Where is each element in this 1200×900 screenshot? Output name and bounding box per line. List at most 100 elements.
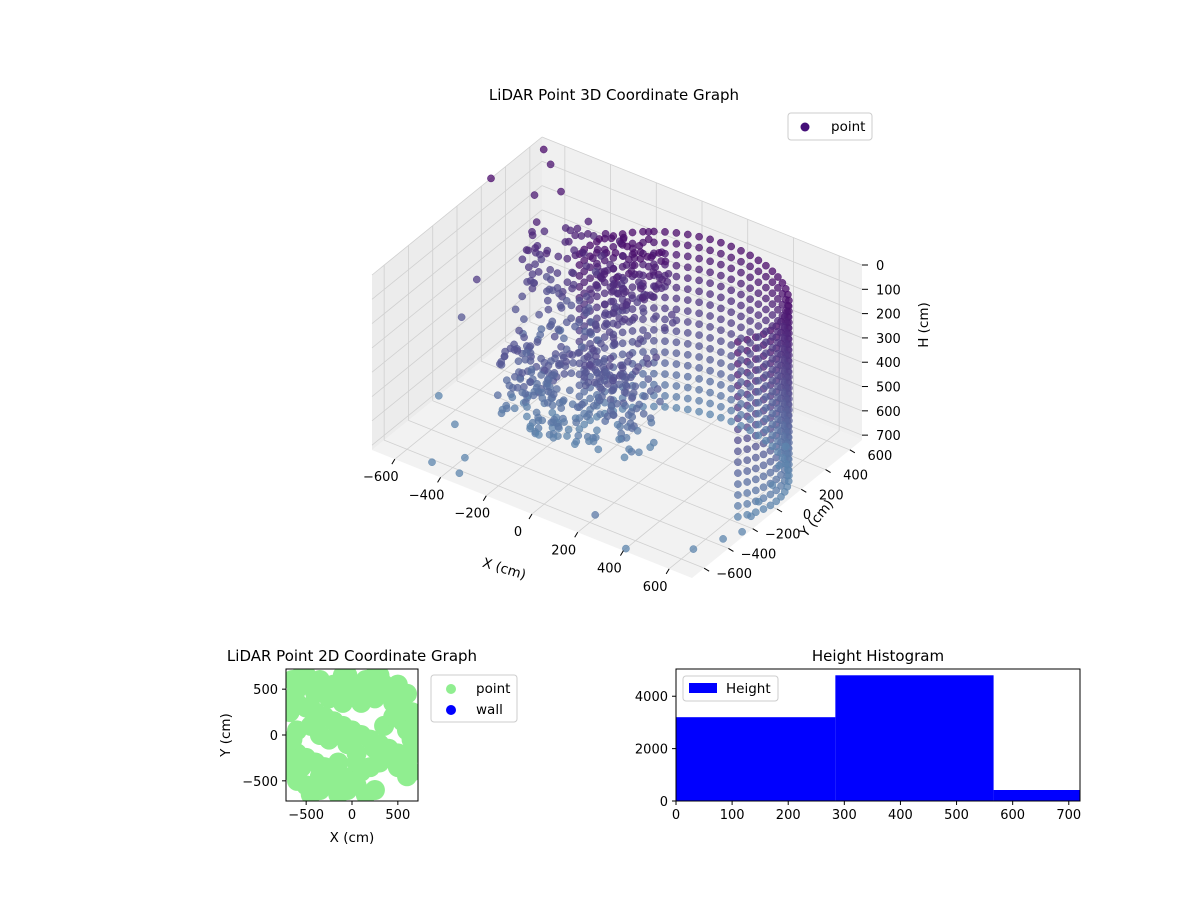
legend-2d-label-wall: wall [476, 702, 503, 718]
point-3d [650, 336, 658, 345]
y-tick-label-2d: 0 [270, 729, 278, 744]
point-3d [683, 263, 692, 272]
point-3d [743, 467, 752, 475]
point-3d [586, 241, 594, 250]
point-3d [774, 305, 782, 314]
point-3d [542, 272, 551, 281]
point-3d [664, 269, 673, 278]
point-3d [762, 415, 770, 423]
point-3d [695, 265, 703, 274]
point-3d [727, 362, 736, 371]
point-3d [754, 311, 763, 319]
point-3d [778, 421, 787, 429]
point-3d [573, 224, 582, 233]
point-3d [778, 377, 787, 386]
z-tick-label-3d: 400 [876, 356, 901, 371]
point-3d [683, 285, 692, 294]
point-3d [737, 312, 745, 321]
point-3d [754, 387, 763, 396]
point-3d [549, 433, 558, 442]
point-3d [754, 300, 763, 309]
x-tick-label-histogram: 500 [944, 808, 969, 823]
point-3d [737, 400, 745, 408]
point-3d [560, 370, 569, 378]
plot-frame-histogram [675, 668, 1081, 802]
grid-line [432, 400, 753, 530]
point-3d [706, 268, 714, 277]
point-3d [609, 309, 618, 318]
point-3d [774, 360, 782, 369]
point-3d [768, 420, 777, 429]
point-3d [434, 391, 443, 400]
point-3d [586, 394, 594, 403]
point-3d [727, 330, 736, 338]
legend-3d: point [787, 112, 873, 141]
point-3d [661, 238, 669, 247]
point-3d [683, 405, 692, 414]
point-3d [568, 268, 576, 277]
x-tick-label-3d: 200 [551, 543, 576, 558]
point-3d [683, 274, 692, 283]
point-3d [778, 333, 787, 342]
point-3d [766, 457, 775, 466]
z-tick-label-3d: 100 [876, 283, 901, 298]
point-3d [624, 357, 632, 366]
point-3d [754, 322, 763, 330]
point-3d [554, 422, 563, 431]
point-3d [738, 527, 746, 536]
point-3d [596, 410, 604, 419]
point-3d [575, 296, 584, 305]
point-3d [683, 350, 692, 359]
point-3d [550, 371, 558, 379]
point-3d [493, 391, 502, 400]
point-3d [717, 293, 725, 302]
point-3d [652, 312, 660, 321]
point-3d [544, 387, 553, 396]
point-3d [683, 340, 692, 348]
point-3d [428, 458, 436, 467]
point-3d [526, 378, 535, 386]
point-3d [734, 458, 742, 467]
point-3d [518, 388, 527, 397]
x-tick-label-histogram: 300 [832, 808, 857, 823]
point-3d [695, 364, 703, 372]
point-3d [655, 249, 663, 257]
point-3d [768, 311, 777, 319]
legend-3d-marker [800, 122, 810, 132]
point-3d [581, 381, 590, 390]
grid-line [541, 160, 863, 290]
x-tick-label-histogram: 200 [776, 808, 801, 823]
point-3d [734, 502, 742, 510]
point-3d [584, 217, 593, 226]
point-3d [766, 501, 775, 510]
point-3d [768, 300, 777, 308]
point-3d [620, 453, 629, 462]
point-3d [628, 228, 637, 237]
point-3d [774, 448, 782, 456]
point-3d [737, 421, 745, 430]
point-3d [531, 260, 539, 269]
point-3d [660, 323, 669, 332]
point-3d [727, 264, 736, 273]
point-3d [639, 315, 647, 324]
point-3d [706, 344, 714, 353]
point-2d [387, 674, 408, 695]
point-3d [622, 261, 631, 269]
point-3d [661, 304, 669, 313]
point-3d [557, 404, 566, 412]
point-3d [719, 535, 727, 543]
point-3d [746, 295, 754, 304]
point-3d [562, 345, 571, 354]
point-3d [672, 371, 681, 379]
point-3d [774, 393, 782, 402]
point-3d [619, 252, 627, 261]
point-3d [510, 404, 519, 413]
point-3d [589, 254, 597, 263]
point-3d [778, 454, 787, 462]
point-3d [683, 307, 692, 315]
point-3d [526, 424, 534, 433]
point-3d [593, 426, 601, 435]
point-3d [581, 369, 589, 378]
point-3d [628, 283, 637, 292]
